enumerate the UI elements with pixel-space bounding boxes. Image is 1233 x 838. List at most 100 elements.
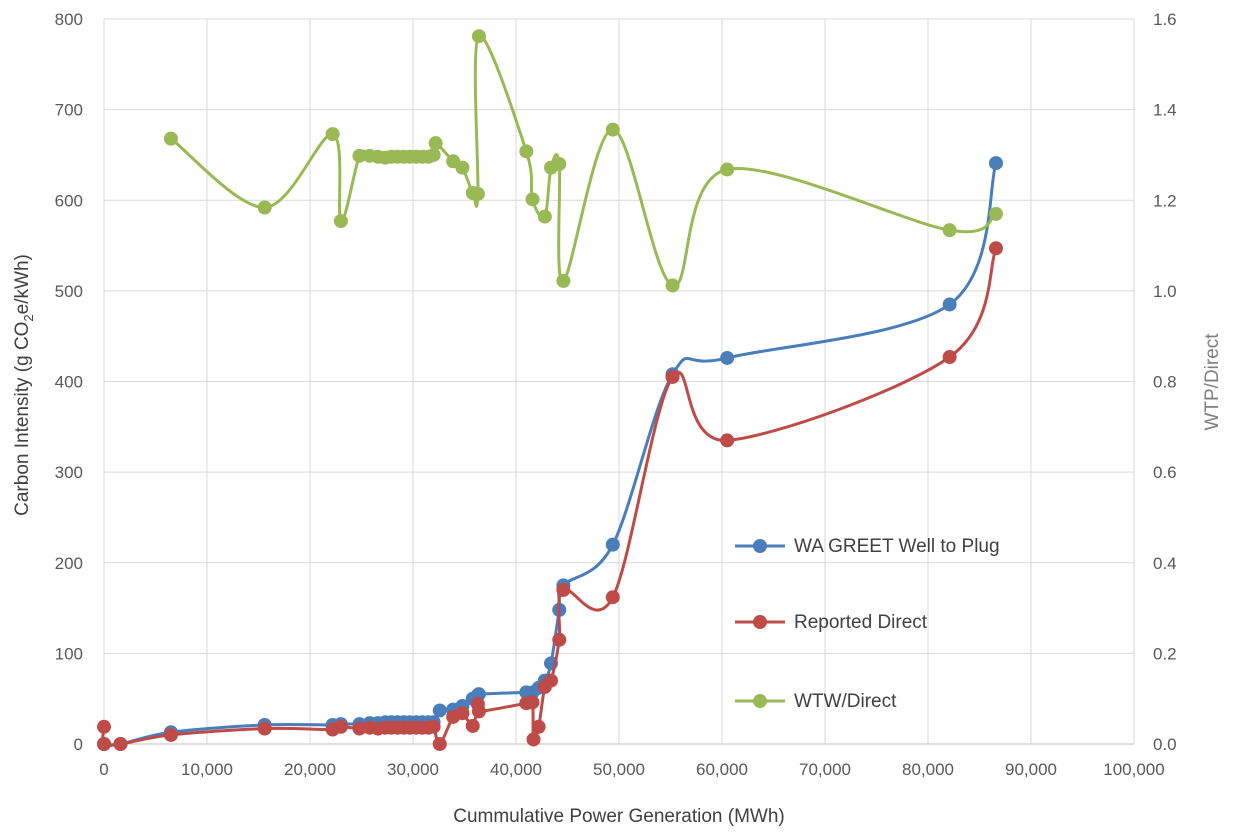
y-tick-label: 500 [55, 282, 83, 301]
x-tick-label: 100,000 [1103, 760, 1164, 779]
data-point [525, 695, 540, 710]
legend-swatch-marker [753, 615, 767, 629]
x-tick-label: 50,000 [593, 760, 645, 779]
data-point [97, 737, 111, 751]
x-tick-label: 10,000 [181, 760, 233, 779]
series-group-0 [97, 156, 1003, 751]
data-point [605, 590, 620, 605]
data-point [720, 433, 735, 448]
y-axis-title: Carbon Intensity (g CO2e/kWh) [12, 254, 36, 516]
data-point [113, 737, 128, 751]
y2-tick-label: 0.0 [1153, 735, 1177, 754]
y-tick-label: 400 [55, 373, 83, 392]
x-tick-label: 60,000 [696, 760, 748, 779]
legend-swatch-marker [753, 694, 767, 708]
y2-tick-label: 0.2 [1153, 644, 1177, 663]
data-point [455, 706, 470, 721]
data-point [426, 147, 441, 162]
data-point [519, 144, 534, 159]
y2-tick-label: 0.4 [1153, 554, 1177, 573]
data-point [163, 727, 178, 742]
axes: 0 10,000 20,000 30,000 40,000 50,000 60,000 70,… [55, 10, 1177, 779]
x-tick-label: 0 [99, 760, 108, 779]
data-point [665, 278, 680, 293]
y-tick-label: 100 [55, 644, 83, 663]
data-point [605, 537, 620, 552]
data-point [333, 719, 348, 734]
data-point [942, 350, 957, 365]
y2-tick-label: 1.4 [1153, 101, 1177, 120]
x-tick-label: 40,000 [490, 760, 542, 779]
data-point [471, 704, 486, 719]
y-tick-label: 200 [55, 554, 83, 573]
y-tick-label: 600 [55, 191, 83, 210]
y2-tick-label: 1.0 [1153, 282, 1177, 301]
x-tick-label: 90,000 [1005, 760, 1057, 779]
data-point [942, 297, 957, 312]
series-line [169, 34, 998, 287]
legend-item: WA GREET Well to Plug [735, 536, 1000, 557]
data-point [352, 721, 367, 736]
y-axis-title-part2: e/kWh) [12, 254, 33, 314]
y-axis-title-subscript: 2 [21, 314, 36, 321]
legend-label: WTW/Direct [794, 691, 897, 712]
legend: WA GREET Well to Plug Reported Direct WTW/… [735, 536, 1000, 712]
data-point [720, 350, 735, 365]
data-point [428, 136, 443, 151]
data-point [163, 131, 178, 146]
data-point [333, 214, 348, 229]
legend-label: WA GREET Well to Plug [794, 536, 1000, 557]
x-tick-label: 80,000 [902, 760, 954, 779]
data-point [432, 737, 447, 751]
data-point [526, 732, 541, 747]
y-tick-label: 800 [55, 10, 83, 29]
data-point [988, 241, 1003, 256]
y2-tick-label: 1.2 [1153, 191, 1177, 210]
y2-axis-title: WTP/Direct [1202, 333, 1223, 431]
data-point [552, 632, 567, 647]
data-point [426, 719, 441, 734]
x-axis-title: Cummulative Power Generation (MWh) [453, 806, 785, 827]
data-point [556, 582, 571, 597]
data-point [97, 719, 111, 734]
data-point [544, 673, 559, 688]
x-tick-label: 70,000 [799, 760, 851, 779]
data-point [352, 148, 367, 163]
series-group-2 [163, 29, 1003, 293]
data-point [470, 186, 485, 201]
data-point [525, 192, 540, 207]
data-point [552, 157, 567, 171]
data-point [455, 160, 470, 175]
data-point [531, 719, 546, 734]
legend-label: Reported Direct [794, 612, 928, 633]
series-lines [97, 29, 1003, 751]
legend-swatch-marker [753, 539, 767, 553]
series-group-1 [97, 241, 1003, 751]
data-point [537, 209, 552, 224]
data-point [432, 703, 447, 718]
y2-tick-label: 0.8 [1153, 373, 1177, 392]
x-tick-label: 20,000 [284, 760, 336, 779]
data-point [325, 127, 340, 142]
data-point [942, 223, 957, 238]
y-tick-label: 300 [55, 463, 83, 482]
legend-item: WTW/Direct [735, 691, 897, 712]
data-point [471, 29, 486, 44]
data-point [720, 162, 735, 177]
data-point [988, 206, 1003, 221]
data-point [605, 122, 620, 137]
data-point [556, 273, 571, 288]
y-tick-label: 700 [55, 101, 83, 120]
data-point [465, 718, 480, 733]
data-point [257, 721, 272, 736]
x-tick-label: 30,000 [387, 760, 439, 779]
data-point [257, 200, 272, 215]
data-point [988, 156, 1003, 171]
y2-tick-label: 1.6 [1153, 10, 1177, 29]
y-tick-label: 0 [74, 735, 83, 754]
data-point [665, 369, 680, 384]
y-axis-title-part1: Carbon Intensity (g CO [12, 322, 33, 516]
y2-tick-label: 0.6 [1153, 463, 1177, 482]
